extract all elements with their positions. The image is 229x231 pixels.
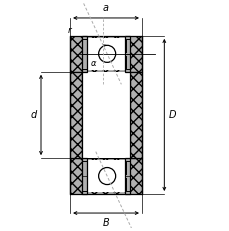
Polygon shape <box>82 160 129 192</box>
Polygon shape <box>125 36 129 72</box>
Polygon shape <box>82 38 129 70</box>
Text: α: α <box>90 59 95 68</box>
Polygon shape <box>125 158 129 194</box>
Polygon shape <box>82 72 129 158</box>
Polygon shape <box>70 158 141 194</box>
Polygon shape <box>129 72 141 158</box>
Polygon shape <box>70 72 82 158</box>
Text: B: B <box>102 218 109 228</box>
Text: a: a <box>103 3 109 13</box>
Polygon shape <box>70 36 141 194</box>
Text: d: d <box>30 110 36 120</box>
Text: r: r <box>67 26 71 35</box>
Polygon shape <box>82 158 87 194</box>
Circle shape <box>98 45 115 62</box>
Polygon shape <box>82 36 87 72</box>
Polygon shape <box>70 36 141 72</box>
Text: D: D <box>168 110 176 120</box>
Circle shape <box>98 167 115 185</box>
